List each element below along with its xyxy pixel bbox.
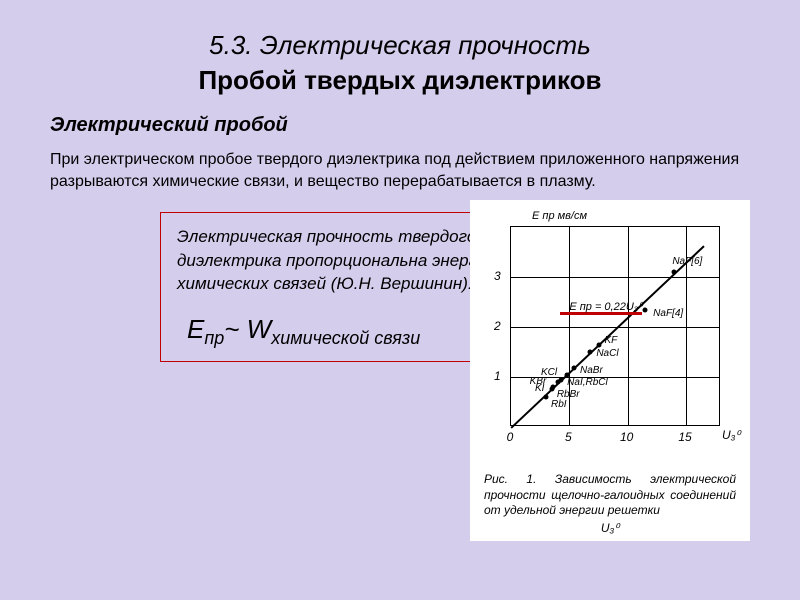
chart-point-label: KBr: [530, 376, 547, 387]
chart-point-label: NaBr: [580, 365, 603, 376]
title-line-1: 5.3. Электрическая прочность: [40, 30, 760, 61]
slide: 5.3. Электрическая прочность Пробой твер…: [0, 0, 800, 600]
body-text: При электрическом пробое твердого диэлек…: [50, 149, 760, 194]
chart-point-label: NaF[4]: [653, 308, 683, 319]
formula-mid: ~ W: [224, 314, 271, 344]
chart-point: [565, 372, 570, 377]
chart-point-label: KF: [605, 335, 618, 346]
x-tick-label: 5: [565, 430, 572, 444]
chart-point: [559, 378, 564, 383]
chart-point: [588, 350, 593, 355]
chart-point-label: NaF[6]: [672, 256, 702, 267]
y-tick-label: 2: [494, 319, 501, 333]
title-line-2: Пробой твердых диэлектриков: [40, 65, 760, 96]
formula-e: E: [187, 314, 204, 344]
chart-area: E пр мв/см RbIRbBrKIKBrNaI,RbClKClNaBrNa…: [480, 206, 740, 466]
figure-caption: Рис. 1. Зависимость электрической прочно…: [476, 472, 744, 519]
chart-point-label: NaI,RbCl: [567, 377, 608, 388]
x-axis-title: U₃⁰: [722, 428, 740, 442]
subtitle: Электрический пробой: [50, 114, 760, 137]
formula-w-sub: химической связи: [271, 328, 420, 348]
y-axis-title: E пр мв/см: [532, 210, 587, 222]
title-section: 5.3. Электрическая прочность Пробой твер…: [40, 30, 760, 96]
chart-figure: E пр мв/см RbIRbBrKIKBrNaI,RbClKClNaBrNa…: [470, 200, 750, 541]
chart-point: [544, 395, 549, 400]
chart-point: [551, 385, 556, 390]
chart-point: [672, 270, 677, 275]
chart-point-label: RbI: [551, 399, 567, 410]
x-tick-label: 15: [678, 430, 691, 444]
chart-point-label: RbBr: [557, 389, 580, 400]
equation-label: E пр = 0,22U₃⁰: [569, 300, 642, 313]
x-tick-label: 10: [620, 430, 633, 444]
figure-caption-symbol: U₃⁰: [476, 521, 744, 535]
y-tick-label: 3: [494, 269, 501, 283]
chart-point: [596, 342, 601, 347]
formula-e-sub: пр: [204, 328, 224, 348]
chart-point-label: NaCl: [596, 348, 618, 359]
chart-point: [643, 307, 648, 312]
x-tick-label: 0: [507, 430, 514, 444]
chart-point: [572, 366, 577, 371]
y-tick-label: 1: [494, 369, 501, 383]
chart-point-label: KCl: [541, 367, 557, 378]
chart-grid: RbIRbBrKIKBrNaI,RbClKClNaBrNaClKFNaF[4]N…: [510, 226, 720, 426]
